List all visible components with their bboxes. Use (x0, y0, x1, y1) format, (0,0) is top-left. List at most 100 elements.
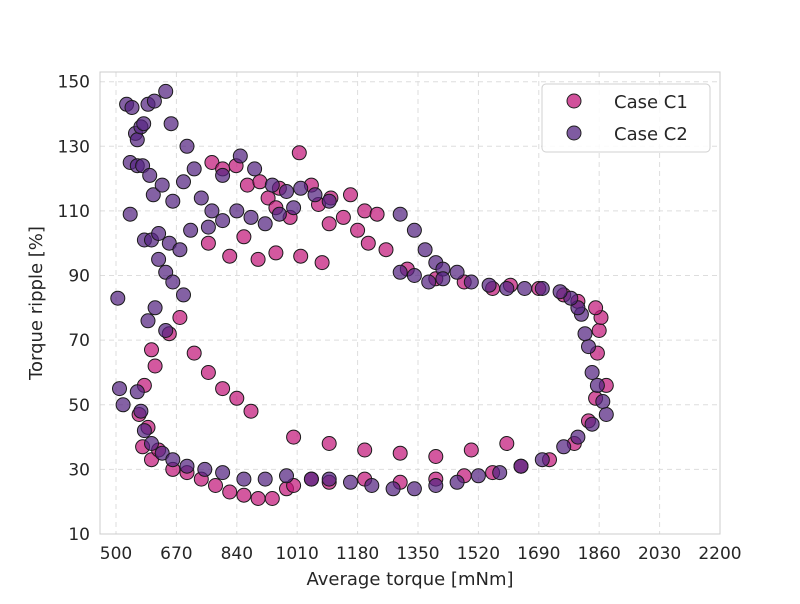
y-tick-label: 130 (58, 137, 90, 157)
data-point (428, 478, 444, 493)
data-point (193, 190, 209, 206)
data-point (215, 213, 231, 229)
data-point (499, 436, 515, 451)
data-point (286, 200, 302, 216)
data-point (186, 345, 202, 361)
x-tick-label: 1180 (336, 544, 379, 564)
data-point (112, 381, 127, 397)
data-point (293, 248, 309, 264)
data-point (470, 468, 486, 484)
data-point (243, 403, 259, 419)
data-point (158, 83, 174, 99)
data-point (406, 481, 422, 497)
data-point (179, 138, 195, 154)
data-point (200, 235, 216, 251)
data-point (115, 397, 131, 413)
data-point (208, 478, 223, 493)
data-point (463, 442, 479, 458)
data-point (271, 206, 287, 222)
data-point (204, 203, 220, 219)
data-point (200, 219, 216, 235)
data-point (229, 203, 245, 219)
x-tick-label: 1010 (276, 544, 319, 564)
data-point (588, 300, 604, 316)
data-point (492, 465, 508, 481)
data-point (144, 342, 159, 358)
data-point (200, 365, 216, 380)
x-tick-label: 2200 (698, 544, 741, 564)
series-2-points (110, 83, 614, 497)
data-point (172, 242, 188, 258)
data-point (124, 100, 140, 115)
data-point (147, 358, 163, 374)
data-point (215, 167, 231, 183)
data-point (392, 264, 408, 280)
plot-frame (99, 71, 721, 535)
x-tick-label: 1350 (396, 544, 439, 564)
data-point (186, 161, 202, 177)
data-point (165, 193, 181, 209)
data-point (179, 458, 195, 474)
data-point (428, 449, 444, 464)
data-point (321, 193, 337, 209)
data-point (279, 468, 294, 484)
x-tick-label: 2030 (638, 544, 681, 564)
y-tick-label: 50 (68, 396, 90, 416)
data-point (250, 251, 266, 267)
y-tick-label: 70 (68, 331, 90, 351)
data-point (110, 290, 126, 306)
data-point (360, 235, 376, 251)
legend-label-case-c2: Case C2 (614, 124, 688, 145)
data-point (581, 339, 596, 355)
data-point (142, 167, 158, 183)
data-point (417, 242, 433, 258)
y-tick-label: 90 (68, 267, 90, 287)
data-point (257, 216, 273, 232)
data-point (222, 248, 238, 264)
y-tick-label: 150 (58, 73, 90, 93)
data-point (321, 436, 337, 451)
data-point (172, 310, 188, 325)
data-point (279, 184, 294, 199)
data-point (291, 145, 307, 161)
data-point (517, 281, 533, 296)
x-tick-label: 1860 (578, 544, 621, 564)
legend-label-case-c1: Case C1 (614, 92, 688, 113)
data-point (392, 445, 408, 461)
data-point (165, 452, 181, 468)
data-point (215, 381, 231, 397)
data-point (144, 436, 159, 451)
data-point (151, 251, 167, 267)
y-tick-label: 10 (68, 525, 90, 545)
data-point (293, 180, 309, 196)
data-point (257, 471, 273, 487)
data-point (236, 471, 252, 487)
data-point (570, 429, 586, 445)
data-point (392, 206, 408, 222)
data-point (303, 471, 319, 487)
data-point (250, 491, 266, 506)
data-point (385, 481, 401, 497)
data-point (129, 384, 145, 400)
y-tick-label: 30 (68, 460, 90, 480)
data-point (243, 209, 259, 225)
legend-marker-case-c1 (566, 93, 582, 109)
x-tick-label: 670 (160, 544, 192, 564)
data-point (369, 206, 385, 222)
legend-marker-case-c2 (566, 125, 582, 141)
x-tick-label: 500 (100, 544, 132, 564)
data-point (357, 203, 373, 219)
data-point (136, 116, 152, 132)
data-point (239, 177, 255, 193)
data-point (314, 255, 330, 271)
data-point (598, 407, 614, 422)
data-point (421, 274, 437, 290)
data-point (146, 93, 162, 109)
data-point (286, 429, 302, 445)
data-point (589, 377, 605, 393)
data-point (183, 222, 199, 238)
data-point (236, 487, 252, 503)
x-tick-label: 1520 (457, 544, 500, 564)
x-tick-label: 1690 (517, 544, 560, 564)
